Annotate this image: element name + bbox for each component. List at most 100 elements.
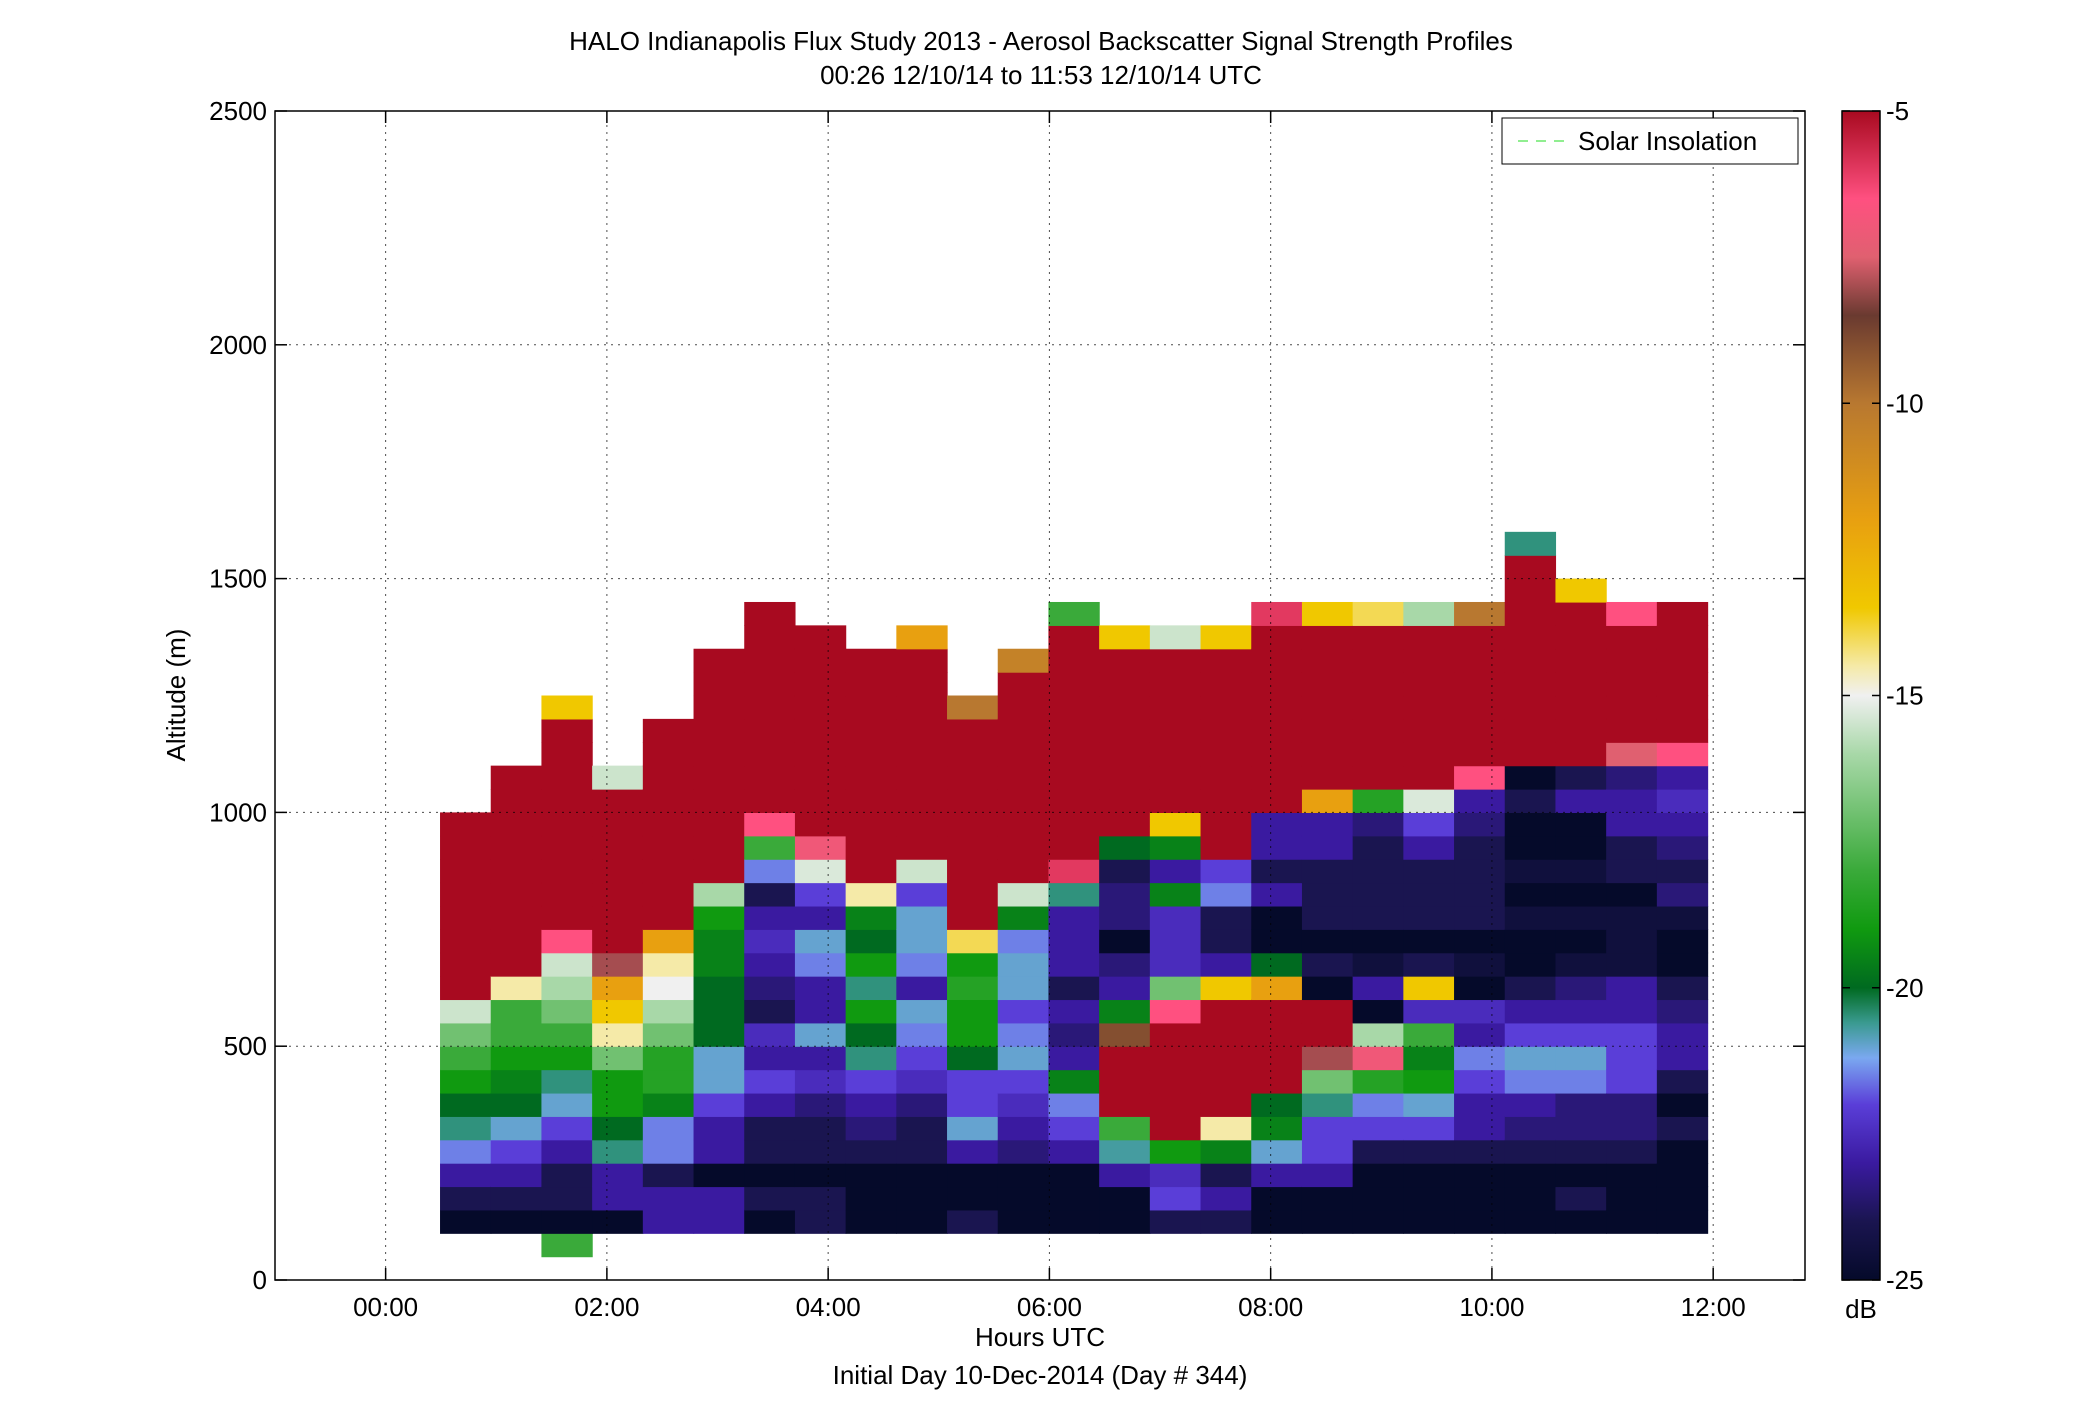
heatmap-cell: [1099, 672, 1151, 697]
heatmap-cell: [1200, 859, 1252, 884]
heatmap-cell: [997, 1209, 1050, 1234]
heatmap-cell: [1149, 1209, 1202, 1234]
heatmap-cell: [541, 929, 593, 954]
heatmap-cell: [1352, 1092, 1404, 1117]
heatmap-cell: [1403, 1139, 1455, 1164]
heatmap-cell: [896, 625, 948, 650]
heatmap-cell: [744, 1186, 796, 1211]
heatmap-cell: [1555, 601, 1607, 626]
heatmap-cell: [1251, 765, 1303, 790]
heatmap-cell: [1149, 859, 1202, 884]
heatmap-cell: [1099, 625, 1151, 650]
heatmap-cell: [1656, 882, 1709, 907]
heatmap-cell: [1149, 1022, 1202, 1047]
heatmap-cell: [1301, 1022, 1354, 1047]
heatmap-cell: [1504, 1139, 1557, 1164]
heatmap-cell: [1149, 648, 1202, 673]
heatmap-cell: [1403, 835, 1455, 860]
heatmap-cell: [1606, 718, 1658, 743]
heatmap-cell: [1200, 976, 1252, 1001]
heatmap-cell: [947, 789, 999, 813]
heatmap-cell: [947, 1069, 999, 1094]
heatmap-cell: [1251, 1139, 1303, 1164]
heatmap-cell: [1504, 718, 1557, 743]
heatmap-cell: [1606, 1092, 1658, 1117]
heatmap-cell: [1200, 952, 1252, 977]
heatmap-cell: [1606, 765, 1658, 790]
heatmap-cell: [1048, 835, 1100, 860]
heatmap-cell: [794, 1163, 847, 1188]
heatmap-cell: [1200, 812, 1252, 837]
heatmap-cell: [693, 859, 745, 884]
heatmap-cell: [1656, 929, 1709, 954]
colorbar-label: dB: [1845, 1294, 1877, 1324]
heatmap-cell: [1352, 625, 1404, 650]
heatmap-cell: [1656, 1116, 1709, 1141]
heatmap-cell: [1200, 1069, 1252, 1094]
heatmap-cell: [1454, 672, 1506, 697]
heatmap-cell: [1099, 695, 1151, 720]
heatmap-cell: [1048, 1139, 1100, 1164]
y-tick-label: 1000: [209, 797, 267, 827]
heatmap-cell: [845, 648, 897, 673]
heatmap-cell: [896, 1209, 948, 1234]
heatmap-cell: [1251, 859, 1303, 884]
heatmap-cell: [490, 1139, 543, 1164]
heatmap-cell: [693, 882, 745, 907]
heatmap-cell: [1555, 765, 1607, 790]
heatmap-cell: [1504, 882, 1557, 907]
heatmap-cell: [1251, 1022, 1303, 1047]
heatmap-cell: [1149, 882, 1202, 907]
heatmap-cell: [642, 1209, 695, 1234]
heatmap-cell: [896, 812, 948, 837]
heatmap-cell: [490, 1186, 543, 1211]
heatmap-cell: [845, 952, 897, 977]
heatmap-cell: [440, 976, 492, 1001]
heatmap-cell: [1656, 625, 1709, 650]
heatmap-cell: [1504, 1116, 1557, 1141]
heatmap-cell: [1606, 1022, 1658, 1047]
heatmap-cell: [1301, 765, 1354, 790]
heatmap-cell: [642, 1116, 695, 1141]
heatmap-cell: [1200, 1209, 1252, 1234]
heatmap-cell: [1099, 1046, 1151, 1071]
heatmap-cell: [541, 812, 593, 837]
heatmap-cell: [845, 742, 897, 767]
heatmap-cell: [693, 905, 745, 930]
heatmap-cell: [1149, 929, 1202, 954]
heatmap-cell: [1251, 835, 1303, 860]
heatmap-cell: [642, 718, 695, 743]
heatmap-cell: [947, 905, 999, 930]
heatmap-cell: [794, 789, 847, 813]
heatmap-cell: [947, 1209, 999, 1234]
heatmap-cell: [1656, 742, 1709, 767]
heatmap-cell: [1200, 1022, 1252, 1047]
heatmap-cell: [1352, 718, 1404, 743]
heatmap-cell: [794, 648, 847, 673]
heatmap-cell: [1606, 1209, 1658, 1234]
heatmap-cell: [1251, 718, 1303, 743]
heatmap-cell: [440, 1186, 492, 1211]
heatmap-cell: [440, 1209, 492, 1234]
heatmap-cell: [845, 1186, 897, 1211]
heatmap-cell: [1555, 999, 1607, 1024]
heatmap-cell: [1352, 765, 1404, 790]
heatmap-cell: [794, 999, 847, 1024]
heatmap-cell: [1251, 789, 1303, 813]
heatmap-cell: [947, 718, 999, 743]
heatmap-cell: [794, 1209, 847, 1234]
heatmap-cell: [642, 1022, 695, 1047]
heatmap-cell: [1099, 812, 1151, 837]
heatmap-cell: [997, 742, 1050, 767]
heatmap-cell: [1606, 648, 1658, 673]
heatmap-cell: [541, 1209, 593, 1234]
heatmap-cell: [896, 718, 948, 743]
heatmap-cell: [997, 835, 1050, 860]
heatmap-cell: [1251, 812, 1303, 837]
heatmap-cell: [744, 1046, 796, 1071]
heatmap-cell: [592, 1186, 644, 1211]
heatmap-cell: [1555, 1139, 1607, 1164]
heatmap-cell: [693, 999, 745, 1024]
heatmap-cell: [1149, 812, 1202, 837]
